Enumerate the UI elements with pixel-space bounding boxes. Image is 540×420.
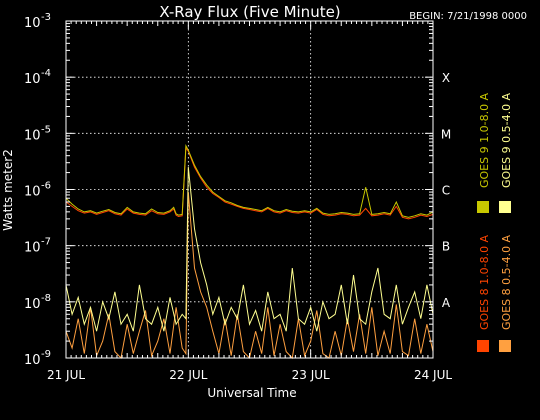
flare-class-label: A	[442, 296, 451, 310]
legend-swatch	[499, 201, 511, 213]
legend-item: GOES 8 0.5-4.0 A	[499, 234, 513, 352]
begin-label: BEGIN: 7/21/1998 0000	[409, 11, 527, 22]
legend-label: GOES 9 0.5-4.0 A	[500, 92, 513, 188]
x-tick-label: 24 JUL	[414, 368, 452, 382]
y-tick-base: 10	[24, 16, 41, 31]
flare-class-label: M	[441, 127, 451, 141]
flare-class-labels: X M C B A	[441, 71, 451, 310]
legend-label: GOES 9 1.0-8.0 A	[478, 92, 491, 188]
series-line	[65, 146, 434, 220]
y-tick-label: 10 -3	[24, 12, 51, 31]
y-tick-label: 10 -4	[24, 68, 51, 87]
y-tick-base: 10	[24, 353, 41, 368]
legend-label: GOES 8 0.5-4.0 A	[500, 234, 513, 330]
y-tick-base: 10	[24, 185, 41, 200]
legend: GOES 8 1.0-8.0 A GOES 8 0.5-4.0 A GOES 9 1…	[477, 92, 513, 352]
y-tick-labels: 10-910-810-710-610-510-410-3	[24, 12, 51, 368]
y-tick-exponent: -5	[41, 124, 51, 135]
y-tick-base: 10	[24, 241, 41, 256]
y-tick-exponent: -8	[41, 293, 51, 304]
chart-title: X-Ray Flux (Five Minute)	[159, 3, 340, 21]
series-line	[65, 144, 434, 218]
legend-item: GOES 8 1.0-8.0 A	[477, 234, 491, 352]
flare-class-label: B	[442, 240, 450, 254]
y-tick-label: 10 -8	[24, 293, 51, 312]
y-tick-exponent: -3	[41, 12, 51, 23]
y-tick-exponent: -4	[41, 68, 51, 79]
x-tick-labels: 21 JUL 22 JUL 23 JUL 24 JUL	[47, 368, 452, 382]
legend-swatch	[477, 201, 489, 213]
y-tick-exponent: -7	[41, 237, 51, 248]
series-layer	[65, 144, 434, 360]
legend-swatch	[477, 340, 489, 352]
series-line	[65, 167, 434, 332]
y-tick-base: 10	[24, 297, 41, 312]
series-line	[65, 192, 434, 360]
flare-class-label: X	[442, 71, 450, 85]
y-axis-label: Watts meter2	[1, 149, 15, 231]
y-tick-label: 10 -7	[24, 237, 51, 256]
flare-class-label: C	[442, 184, 450, 198]
y-tick-exponent: -9	[41, 349, 51, 360]
x-tick-label: 22 JUL	[169, 368, 207, 382]
y-tick-base: 10	[24, 72, 41, 87]
y-tick-label: 10 -9	[24, 349, 51, 368]
x-axis-label: Universal Time	[207, 386, 296, 400]
x-tick-label: 21 JUL	[47, 368, 85, 382]
legend-swatch	[499, 340, 511, 352]
legend-item: GOES 9 1.0-8.0 A	[477, 92, 491, 213]
y-tick-base: 10	[24, 128, 41, 143]
frame-layer	[65, 20, 434, 359]
y-tick-label: 10 -6	[24, 181, 51, 200]
y-tick-exponent: -6	[41, 181, 51, 192]
legend-item: GOES 9 0.5-4.0 A	[499, 92, 513, 213]
x-tick-label: 23 JUL	[292, 368, 330, 382]
y-tick-label: 10 -5	[24, 124, 51, 143]
legend-label: GOES 8 1.0-8.0 A	[478, 234, 491, 330]
